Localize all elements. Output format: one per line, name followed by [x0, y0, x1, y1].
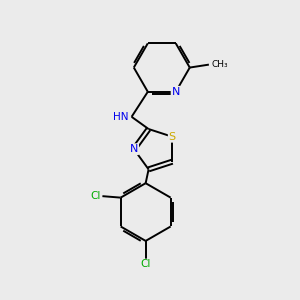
- Text: Cl: Cl: [91, 191, 101, 201]
- Text: N: N: [172, 87, 180, 97]
- Text: S: S: [169, 132, 176, 142]
- Text: Cl: Cl: [140, 260, 151, 269]
- Text: N: N: [130, 144, 138, 154]
- Text: HN: HN: [113, 112, 129, 122]
- Text: CH₃: CH₃: [212, 60, 229, 69]
